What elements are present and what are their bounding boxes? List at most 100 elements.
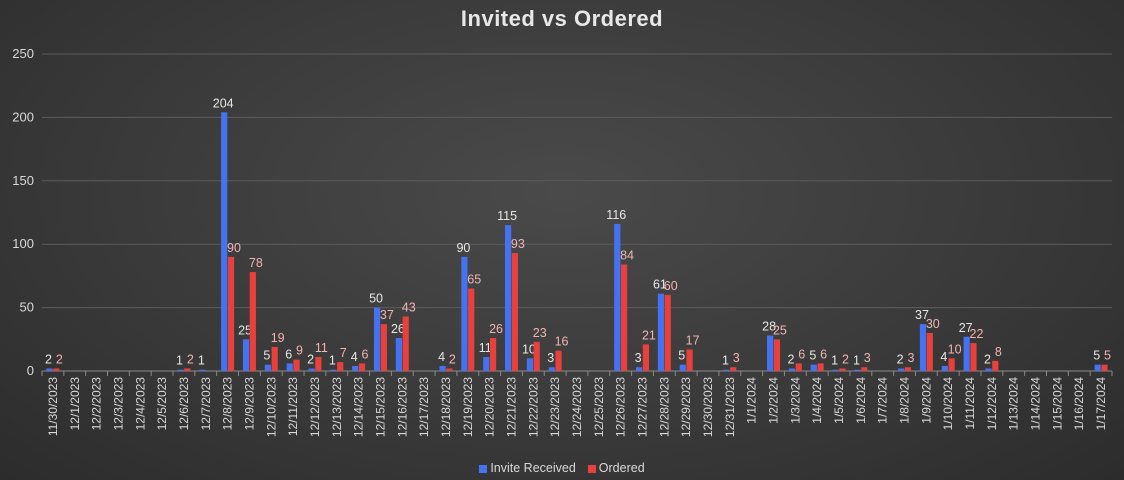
bar-invite-received: [526, 358, 534, 371]
x-tick-label: 12/7/2023: [199, 377, 213, 431]
legend-item: Invite Received: [479, 461, 576, 475]
data-label-invite-received: 37: [915, 308, 929, 322]
data-label-invite-received: 1: [176, 354, 183, 368]
data-label-ordered: 8: [995, 345, 1002, 359]
x-tick-label: 1/1/2024: [745, 377, 759, 424]
x-tick-label: 12/16/2023: [395, 377, 409, 437]
x-tick-label: 12/29/2023: [679, 377, 693, 437]
bar-invite-received: [614, 223, 621, 371]
data-label-ordered: 11: [315, 341, 328, 355]
data-label-invite-received: 3: [635, 351, 642, 365]
data-label-ordered: 30: [926, 317, 940, 331]
x-tick-label: 12/21/2023: [504, 377, 518, 437]
data-label-invite-received: 5: [263, 349, 270, 363]
data-label-invite-received: 1: [853, 354, 860, 368]
bar-ordered: [402, 316, 409, 371]
legend-item: Ordered: [587, 461, 645, 475]
x-tick-label: 12/17/2023: [417, 377, 431, 437]
data-label-ordered: 90: [227, 241, 241, 255]
data-label-invite-received: 25: [238, 323, 252, 337]
y-tick-label: 200: [12, 109, 34, 124]
x-tick-label: 1/3/2024: [788, 377, 802, 424]
data-label-invite-received: 116: [606, 208, 626, 222]
bar-ordered: [293, 359, 300, 371]
bar-invite-received: [177, 369, 184, 371]
bar-invite-received: [919, 324, 927, 371]
bar-invite-received: [810, 364, 817, 371]
x-tick-label: 12/12/2023: [308, 377, 322, 437]
data-label-invite-received: 5: [809, 349, 816, 363]
x-tick-label: 12/14/2023: [352, 377, 366, 437]
x-tick-label: 12/23/2023: [548, 377, 562, 437]
bar-invite-received: [330, 369, 337, 371]
bar-invite-received: [941, 365, 948, 371]
x-tick-label: 12/30/2023: [701, 377, 715, 437]
x-tick-label: 12/24/2023: [570, 377, 584, 437]
x-tick-label: 1/15/2024: [1050, 377, 1064, 431]
x-tick-label: 12/3/2023: [111, 377, 125, 431]
data-label-invite-received: 10: [522, 342, 536, 356]
x-tick-label: 12/2/2023: [90, 377, 104, 431]
data-label-ordered: 37: [380, 308, 394, 322]
data-label-ordered: 17: [686, 333, 700, 347]
x-tick-label: 12/6/2023: [177, 377, 191, 431]
data-label-ordered: 3: [907, 351, 914, 365]
bar-ordered: [992, 360, 999, 371]
bar-ordered: [555, 350, 562, 371]
data-label-ordered: 5: [1104, 349, 1111, 363]
data-label-invite-received: 5: [1093, 349, 1100, 363]
bar-invite-received: [242, 339, 250, 371]
x-tick-label: 1/4/2024: [810, 377, 824, 424]
data-label-ordered: 25: [773, 323, 787, 337]
data-label-invite-received: 5: [678, 349, 685, 363]
bar-ordered: [533, 341, 540, 371]
bar-ordered: [620, 264, 628, 371]
x-tick-label: 12/4/2023: [133, 377, 147, 431]
bar-invite-received: [264, 364, 271, 371]
data-label-invite-received: 50: [369, 292, 383, 306]
bar-invite-received: [199, 369, 206, 371]
x-tick-label: 1/14/2024: [1029, 377, 1043, 431]
x-tick-label: 12/9/2023: [242, 377, 256, 431]
bar-invite-received: [286, 363, 293, 371]
data-label-invite-received: 4: [940, 350, 947, 364]
x-tick-label: 1/5/2024: [832, 377, 846, 424]
data-label-ordered: 16: [555, 335, 569, 349]
data-label-ordered: 22: [970, 327, 984, 341]
bar-invite-received: [832, 369, 839, 371]
data-label-ordered: 43: [402, 300, 416, 314]
bar-invite-received: [657, 293, 665, 371]
data-label-ordered: 2: [449, 352, 456, 366]
bar-invite-received: [723, 369, 730, 371]
bar-invite-received: [352, 365, 359, 371]
bar-ordered: [446, 368, 453, 371]
data-label-invite-received: 6: [285, 347, 292, 361]
bar-invite-received: [483, 357, 490, 371]
x-tick-label: 12/31/2023: [723, 377, 737, 437]
x-tick-label: 1/10/2024: [941, 377, 955, 431]
data-label-invite-received: 90: [456, 241, 470, 255]
bar-ordered: [861, 367, 868, 371]
bar-ordered: [315, 357, 322, 371]
bar-invite-received: [679, 364, 686, 371]
x-tick-label: 12/25/2023: [592, 377, 606, 437]
data-label-invite-received: 28: [762, 319, 776, 333]
y-tick-label: 150: [12, 173, 34, 188]
x-tick-label: 12/10/2023: [264, 377, 278, 437]
bar-ordered: [380, 324, 387, 371]
bar-invite-received: [504, 225, 512, 371]
bar-ordered: [926, 332, 933, 371]
data-label-invite-received: 2: [984, 352, 991, 366]
bar-ordered: [904, 367, 912, 371]
data-label-ordered: 6: [362, 347, 369, 361]
y-tick-label: 0: [27, 363, 34, 378]
x-tick-label: 1/6/2024: [854, 377, 868, 424]
x-tick-label: 12/1/2023: [68, 377, 82, 431]
data-label-invite-received: 2: [897, 352, 904, 366]
data-label-invite-received: 3: [547, 351, 554, 365]
bar-ordered: [271, 346, 278, 371]
legend: Invite Received Ordered: [0, 461, 1124, 475]
bar-invite-received: [395, 338, 403, 371]
bar-invite-received: [898, 368, 905, 371]
bar-invite-received: [46, 368, 53, 371]
